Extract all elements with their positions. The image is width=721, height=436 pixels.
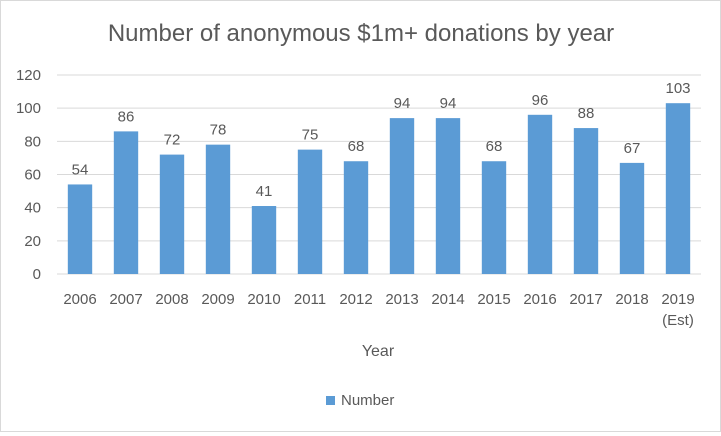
bar bbox=[343, 161, 369, 274]
legend: Number bbox=[326, 392, 394, 409]
x-tick-label: 2009 bbox=[201, 291, 234, 308]
data-label: 86 bbox=[118, 108, 135, 125]
legend-swatch bbox=[326, 396, 335, 405]
x-tick-label: 2010 bbox=[247, 291, 280, 308]
data-label: 88 bbox=[578, 105, 595, 122]
bar bbox=[619, 162, 645, 274]
y-tick-label: 20 bbox=[24, 233, 41, 250]
bars bbox=[67, 103, 691, 274]
data-label: 54 bbox=[72, 161, 89, 178]
x-axis-title: Year bbox=[362, 343, 395, 360]
x-tick-label: 2007 bbox=[109, 291, 142, 308]
x-tick-label: 2011 bbox=[294, 291, 326, 308]
bar bbox=[159, 154, 185, 274]
chart-title: Number of anonymous $1m+ donations by ye… bbox=[108, 20, 614, 47]
y-axis-ticks: 0 20 40 60 80 100 120 bbox=[16, 67, 41, 283]
data-label: 103 bbox=[665, 80, 690, 97]
bar bbox=[113, 131, 139, 274]
x-tick-label: 2008 bbox=[155, 291, 188, 308]
x-tick-label: 2012 bbox=[339, 291, 372, 308]
data-label: 68 bbox=[486, 138, 503, 155]
data-label: 96 bbox=[532, 92, 549, 109]
data-label: 72 bbox=[164, 132, 181, 149]
bar bbox=[573, 128, 599, 274]
bar bbox=[297, 149, 323, 274]
y-tick-label: 60 bbox=[24, 167, 41, 184]
y-tick-label: 0 bbox=[33, 266, 41, 283]
x-tick-label: 2018 bbox=[615, 291, 648, 308]
data-label: 68 bbox=[348, 138, 365, 155]
data-label: 94 bbox=[440, 95, 457, 112]
y-tick-label: 100 bbox=[16, 100, 41, 117]
data-label: 75 bbox=[302, 127, 319, 144]
x-tick-label: 2006 bbox=[63, 291, 96, 308]
data-label: 67 bbox=[624, 140, 641, 157]
x-tick-label: 2015 bbox=[477, 291, 510, 308]
x-axis-ticks: 2006 2007 2008 2009 2010 2011 2012 2013 2014 2015… bbox=[63, 291, 694, 329]
bar bbox=[389, 118, 415, 274]
bar bbox=[205, 144, 231, 274]
data-label: 41 bbox=[256, 183, 273, 200]
data-labels: 54 86 72 78 41 75 68 94 94 68 96 88 67 103 bbox=[72, 80, 691, 200]
gridlines bbox=[57, 74, 701, 275]
x-tick-label: 2017 bbox=[569, 291, 602, 308]
y-tick-label: 120 bbox=[16, 67, 41, 84]
legend-label: Number bbox=[341, 392, 394, 409]
y-tick-label: 40 bbox=[24, 200, 41, 217]
x-tick-label: 2013 bbox=[385, 291, 418, 308]
bar bbox=[251, 206, 277, 274]
data-label: 94 bbox=[394, 95, 411, 112]
x-tick-label: 2019 (Est) bbox=[661, 291, 694, 329]
bar bbox=[665, 103, 691, 274]
bar bbox=[481, 161, 507, 274]
data-label: 78 bbox=[210, 122, 227, 139]
y-tick-label: 80 bbox=[24, 133, 41, 150]
bar bbox=[67, 184, 93, 274]
x-tick-label: 2014 bbox=[431, 291, 464, 308]
bar bbox=[527, 114, 553, 274]
x-tick-label: 2016 bbox=[523, 291, 556, 308]
bar bbox=[435, 118, 461, 274]
